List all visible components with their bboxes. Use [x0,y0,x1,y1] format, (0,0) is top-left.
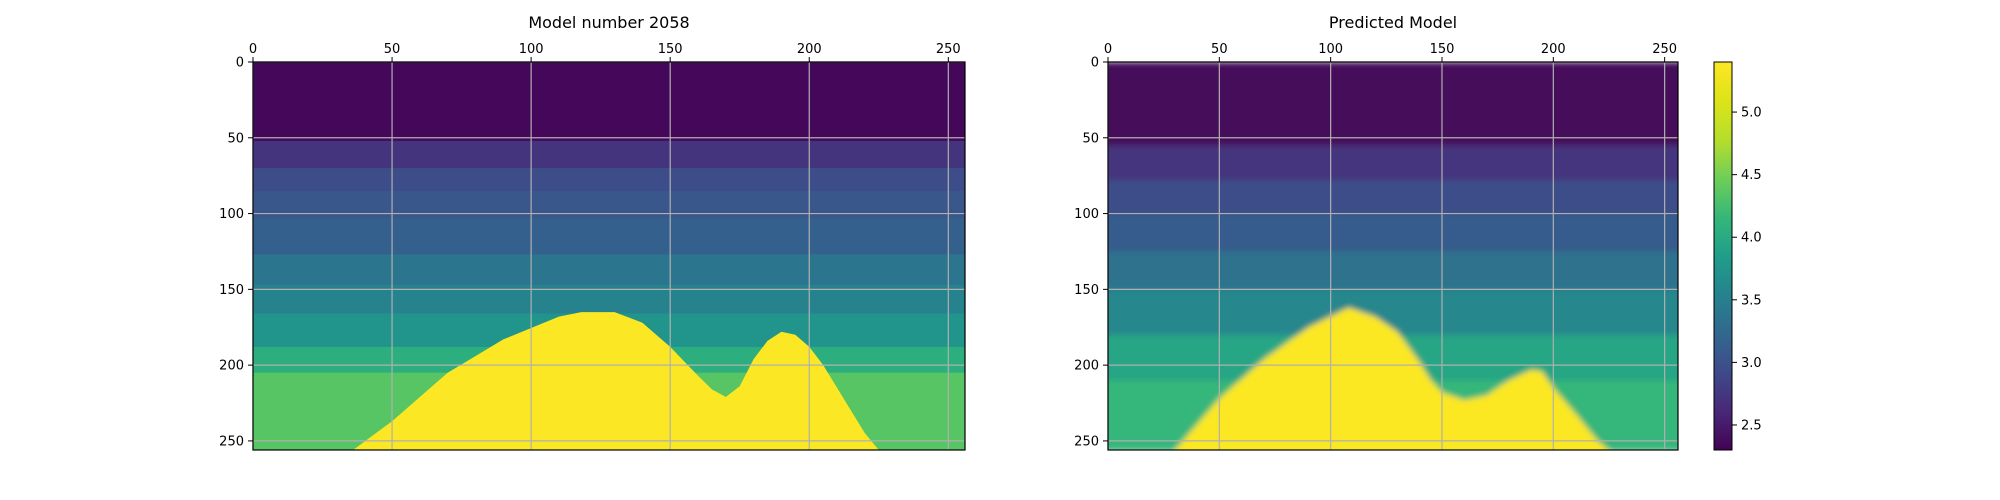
colorbar-ticks: 2.5 3.0 3.5 4.0 4.5 5.0 [1732,106,1762,433]
colorbar-tick-label: 5.0 [1741,106,1762,121]
x-tick-label: 50 [1211,42,1228,57]
y-tick-label: 0 [1091,56,1099,71]
velocity-layer [253,218,965,256]
salt-body [1174,307,1609,450]
velocity-layer [1108,213,1678,253]
x-tick-label: 150 [658,42,683,57]
heatmap-content [253,62,965,450]
left-panel-model-2058: Model number 2058 0 50 100 150 200 250 0 50 100… [219,13,966,451]
y-tick-label: 200 [1074,359,1099,374]
left-panel-title: Model number 2058 [528,13,689,32]
x-tick-label: 100 [1318,42,1343,57]
x-tick-label: 200 [1541,42,1566,57]
y-tick-label: 250 [219,434,244,449]
y-tick-label: 50 [227,131,244,146]
velocity-layer [253,168,965,192]
x-tick-label: 200 [797,42,822,57]
x-tick-label: 0 [249,42,257,57]
right-grid [1107,61,1678,450]
velocity-layer [1108,62,1678,147]
left-axes-frame [252,61,966,451]
right-heatmap [1108,62,1678,450]
y-tick-label: 150 [1074,283,1099,298]
right-y-axis: 0 50 100 150 200 250 [1074,56,1108,449]
heatmap-content [1108,62,1678,450]
left-heatmap [253,62,965,450]
y-tick-label: 100 [1074,207,1099,222]
right-axes-frame [1107,61,1679,451]
y-tick-label: 150 [219,283,244,298]
colorbar-tick-label: 2.5 [1741,418,1762,433]
velocity-layer [1108,289,1678,336]
x-tick-label: 50 [384,42,401,57]
colorbar-tick-label: 3.0 [1741,356,1762,371]
velocity-layer [1108,180,1678,215]
colorbar-tick-label: 4.5 [1741,168,1762,183]
velocity-layer [253,190,965,220]
velocity-layer [253,140,965,170]
velocity-layer [1108,251,1678,291]
x-tick-label: 250 [936,42,961,57]
y-tick-label: 250 [1074,434,1099,449]
velocity-layer [1108,145,1678,182]
velocity-layer [253,254,965,286]
left-y-axis: 0 50 100 150 200 250 [219,56,253,449]
x-tick-label: 100 [519,42,544,57]
x-tick-label: 250 [1652,42,1677,57]
y-tick-label: 100 [219,207,244,222]
y-tick-label: 0 [236,56,244,71]
right-panel-predicted-model: Predicted Model 0 50 100 150 200 250 0 50 100 15… [1074,13,1679,451]
y-tick-label: 200 [219,359,244,374]
colorbar: 2.5 3.0 3.5 4.0 4.5 5.0 [1713,61,1762,451]
salt-body [353,312,879,450]
x-tick-label: 150 [1430,42,1455,57]
colorbar-tick-label: 3.5 [1741,293,1762,308]
left-x-axis: 0 50 100 150 200 250 [249,42,961,62]
right-panel-title: Predicted Model [1329,13,1457,32]
colorbar-tick-label: 4.0 [1741,231,1762,246]
velocity-layer [253,62,965,142]
right-x-axis: 0 50 100 150 200 250 [1104,42,1677,62]
colorbar-bar [1713,61,1733,451]
y-tick-label: 50 [1082,131,1099,146]
x-tick-label: 0 [1104,42,1112,57]
